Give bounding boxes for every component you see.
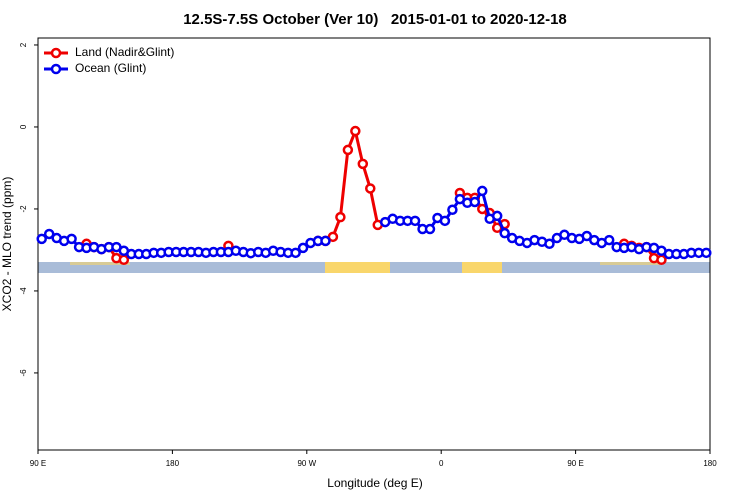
series-point bbox=[603, 234, 615, 246]
series-point bbox=[320, 235, 331, 247]
x-tick-label: 90 E bbox=[30, 459, 46, 468]
x-axis-label: Longitude (deg E) bbox=[327, 476, 422, 490]
series-point bbox=[656, 254, 667, 266]
series-point bbox=[327, 231, 339, 243]
series-point bbox=[342, 144, 354, 156]
x-tick-label: 90 W bbox=[297, 459, 316, 468]
series-point bbox=[447, 204, 458, 216]
series-point bbox=[365, 183, 376, 194]
series-point bbox=[118, 254, 130, 266]
series-point bbox=[66, 233, 77, 245]
series-point bbox=[36, 233, 47, 245]
y-tick-label: -2 bbox=[19, 205, 28, 213]
series-point bbox=[350, 125, 361, 137]
series-point bbox=[499, 227, 510, 239]
legend-marker bbox=[50, 63, 62, 75]
series-point bbox=[701, 247, 712, 259]
series-point bbox=[469, 196, 481, 208]
legend-marker bbox=[50, 47, 62, 59]
series-point bbox=[297, 242, 309, 254]
series-point bbox=[335, 211, 346, 223]
series-point bbox=[424, 223, 436, 235]
map-strip bbox=[38, 262, 710, 273]
series-point bbox=[581, 230, 593, 242]
y-tick-label: 2 bbox=[19, 42, 28, 47]
plot-frame bbox=[37, 37, 711, 451]
x-tick-label: 180 bbox=[166, 459, 180, 468]
y-tick-label: 0 bbox=[19, 124, 28, 129]
legend-label: Land (Nadir&Glint) bbox=[75, 45, 174, 59]
series-point bbox=[290, 247, 301, 259]
series-point bbox=[544, 238, 555, 250]
chart-title: 12.5S-7.5S October (Ver 10) 2015-01-01 t… bbox=[183, 11, 567, 28]
series-point bbox=[357, 158, 369, 170]
y-axis-label: XCO2 - MLO trend (ppm) bbox=[0, 177, 14, 312]
legend-label: Ocean (Glint) bbox=[75, 61, 146, 75]
y-tick-label: -4 bbox=[19, 287, 28, 295]
y-tick-label: -6 bbox=[19, 369, 28, 377]
series-point bbox=[43, 228, 55, 240]
series-point bbox=[491, 210, 503, 222]
series-point bbox=[439, 215, 451, 227]
x-tick-label: 0 bbox=[439, 459, 444, 468]
series-point bbox=[409, 215, 421, 227]
x-tick-label: 90 E bbox=[567, 459, 583, 468]
x-tick-label: 180 bbox=[703, 459, 717, 468]
series-point bbox=[477, 185, 488, 197]
